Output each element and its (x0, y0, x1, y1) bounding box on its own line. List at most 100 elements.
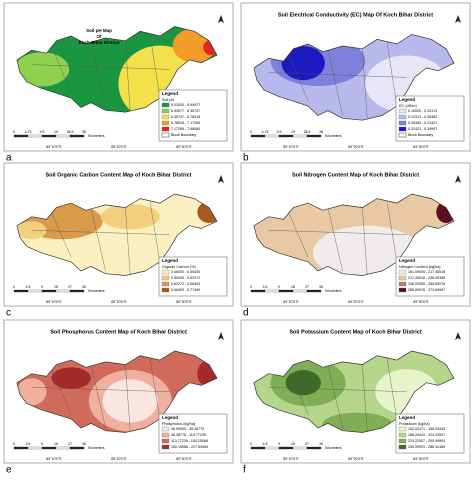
longitude-label: 89°30'0"E (176, 457, 192, 461)
scale-label: 38 (82, 130, 86, 134)
map-title: Of (97, 34, 103, 39)
scale-label: 18 (54, 442, 58, 446)
panel-letter: c (6, 308, 11, 319)
longitude-label: 89°10'0"E (283, 457, 299, 461)
legend-swatch (398, 426, 407, 432)
legend-label: 152.02471 - 188.29443 (408, 427, 445, 431)
block-boundary (268, 387, 407, 392)
legend-label: 5.03000 - 5.94977 (171, 103, 200, 107)
legend-title: Legend (399, 415, 415, 420)
legend-label: 236.00355 - 285.55976 (408, 282, 445, 286)
legend-swatch (161, 114, 170, 120)
map-zone (285, 370, 321, 396)
scale-label: 18 (291, 285, 295, 289)
scale-label: 4.5 (26, 442, 31, 446)
scale-label: 28.5 (67, 130, 74, 134)
block-boundary (31, 230, 170, 235)
scale-segment (250, 289, 266, 293)
block-boundary (386, 42, 398, 106)
scale-segment (55, 289, 71, 293)
legend-swatch (398, 438, 407, 444)
scale-segment (55, 446, 71, 450)
legend-label: 0.66493 - 0.77499 (171, 288, 200, 292)
longitude-label: 89°30'0"E (176, 300, 192, 304)
legend-swatch (161, 444, 170, 450)
scale-label: 0 (250, 285, 252, 289)
panel-letter: d (243, 308, 249, 319)
scale-label: 27 (68, 442, 72, 446)
scale-segment (306, 134, 322, 138)
longitude-label: 89°20'0"E (348, 145, 364, 149)
scale-label: 18 (291, 442, 295, 446)
legend-label: 161.09000 - 217.46518 (408, 270, 445, 274)
legend-box (395, 413, 465, 454)
scale-label: 4.5 (26, 285, 31, 289)
block-boundary (31, 387, 170, 392)
north-arrow (218, 332, 224, 340)
north-arrow (455, 175, 461, 183)
scale-label: 9 (278, 442, 280, 446)
legend-label: 0.16000 - 0.22313 (408, 109, 437, 113)
legend-label: 217.46518 - 236.00355 (408, 276, 445, 280)
block-boundary (90, 364, 106, 428)
legend-subtitle: Organic Carbon (%) (162, 265, 196, 269)
scale-label: 19 (291, 130, 295, 134)
longitude-label: 89°20'0"E (111, 145, 127, 149)
legend-box (158, 256, 228, 297)
north-arrow (218, 175, 224, 183)
block-boundary (362, 48, 368, 121)
scale-label: 27 (68, 285, 72, 289)
scale-segment (250, 134, 266, 138)
legend-swatch (398, 126, 407, 132)
legend-swatch (161, 126, 170, 132)
legend-title: Legend (399, 258, 415, 263)
scale-label: 9.5 (40, 130, 45, 134)
legend-swatch (398, 281, 407, 287)
block-boundary (268, 72, 407, 78)
legend-title: Legend (162, 258, 178, 263)
block-boundary (362, 207, 368, 276)
legend-subtitle: Soil pH (162, 98, 174, 102)
panel: Soil Organic Carbon Content Map of Koch … (3, 162, 234, 307)
longitude-label: 89°10'0"E (283, 300, 299, 304)
scale-label: 38 (319, 130, 323, 134)
panel: Soil Electrical Conductivity (EC) Map Of… (240, 2, 471, 152)
scale-segment (292, 134, 308, 138)
longitude-label: 89°10'0"E (46, 300, 62, 304)
legend-swatch (161, 281, 170, 287)
map-title: Soil Potassium Content Map of Koch Bihar… (289, 329, 421, 335)
scale-label: 28.5 (304, 130, 311, 134)
scale-segment (69, 134, 85, 138)
legend-swatch (398, 287, 407, 293)
scale-label: 0 (13, 130, 15, 134)
legend-swatch (398, 132, 407, 138)
scale-segment (278, 134, 294, 138)
longitude-label: 89°30'0"E (413, 145, 429, 149)
scale-label: 27 (305, 442, 309, 446)
map-outline (16, 26, 218, 113)
scale-segment (41, 134, 57, 138)
block-boundary (51, 45, 72, 94)
scale-label: 4.5 (263, 285, 268, 289)
legend-label: 113.77239 - 150.15068 (171, 439, 208, 443)
scale-segment (55, 134, 71, 138)
scale-segment (264, 446, 280, 450)
legend-title: Legend (399, 97, 415, 102)
legend-swatch (161, 132, 170, 138)
scale-label: 36 (319, 442, 323, 446)
map-zone (100, 204, 160, 230)
map-title: Koch Bihar District (79, 40, 120, 45)
scale-segment (250, 446, 266, 450)
block-boundary (90, 40, 106, 108)
map-title: Soil Electrical Conductivity (EC) Map Of… (278, 12, 433, 18)
block-boundary (268, 230, 407, 235)
map-outline (253, 193, 455, 276)
scale-label: 9 (41, 285, 43, 289)
scale-segment (278, 446, 294, 450)
block-boundary (149, 34, 161, 98)
legend-label: 188.29443 - 224.22507 (408, 433, 445, 437)
legend-swatch (398, 432, 407, 438)
block-boundary (362, 364, 368, 433)
panel-letter: b (243, 153, 249, 164)
